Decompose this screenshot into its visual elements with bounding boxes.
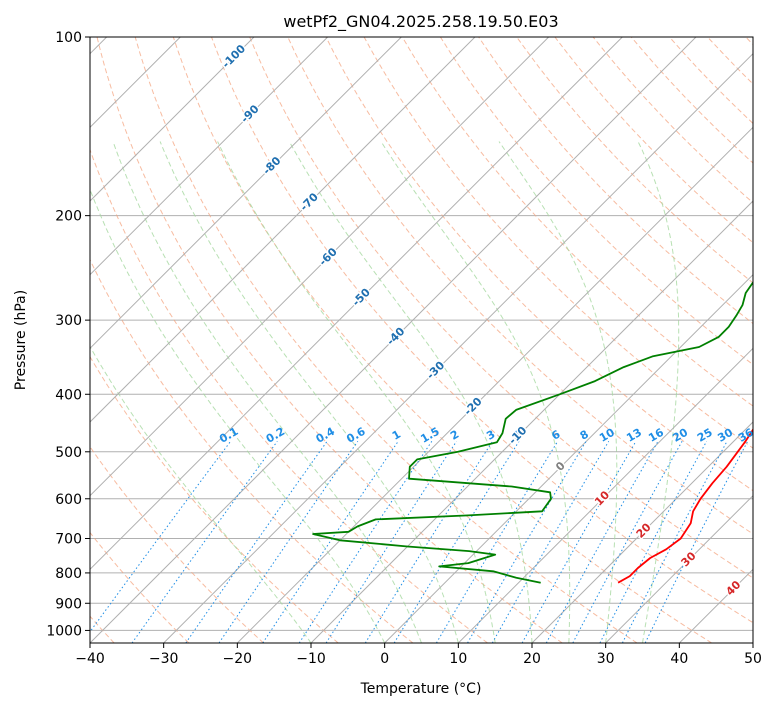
dry-adiabats	[90, 37, 753, 643]
chart-title: wetPf2_GN04.2025.258.19.50.E03	[283, 12, 558, 32]
mixing-ratio-line	[185, 441, 328, 643]
moist-adiabat	[288, 141, 533, 643]
y-tick-label: 200	[55, 209, 82, 225]
y-tick-label: 400	[55, 387, 82, 403]
y-tick-label: 600	[55, 492, 82, 508]
dry-adiabat	[287, 37, 753, 535]
y-tick-label: 100	[55, 30, 82, 46]
isotherm-line	[531, 421, 753, 643]
y-axis-label: Pressure (hPa)	[13, 290, 29, 390]
mixing-ratio-line	[467, 441, 587, 643]
moist-adiabat	[217, 141, 496, 643]
isotherm-line	[90, 37, 697, 643]
isotherm-line	[605, 494, 753, 643]
dry-adiabat	[96, 37, 563, 643]
y-axis: 1000 900 800 700 600 500 400 300 200 100	[46, 30, 90, 639]
x-axis: −40 −30 −20 −10 0 10 20 30 40 50	[75, 643, 762, 667]
mixing-ratio-line	[262, 441, 399, 643]
isotherm-line	[163, 52, 753, 643]
dry-adiabat	[401, 37, 753, 407]
plot-background	[90, 37, 753, 643]
moist-adiabat	[498, 141, 618, 643]
isotherms	[90, 37, 753, 643]
moist-adiabat	[637, 141, 680, 643]
dry-adiabat	[90, 531, 190, 643]
dry-adiabat	[211, 37, 753, 624]
plot-frame	[89, 36, 754, 644]
dewpoint-profile-line	[312, 280, 753, 584]
mixing-ratio-line	[131, 441, 278, 643]
moist-adiabat	[90, 345, 312, 643]
y-tick-label: 900	[55, 596, 82, 612]
x-tick-label: 10	[449, 651, 467, 667]
mixing-ratio-label: 36	[736, 426, 756, 445]
moist-adiabats	[90, 141, 680, 643]
dry-adiabat	[592, 37, 753, 204]
dry-adiabat	[478, 37, 753, 325]
isotherm-line	[90, 37, 623, 571]
x-tick-label: 20	[523, 651, 541, 667]
isotherm-line	[90, 37, 402, 350]
x-axis-label: Temperature (°C)	[360, 681, 482, 697]
dry-adiabat	[90, 258, 414, 643]
mixing-ratio-line	[393, 441, 520, 643]
y-tick-label: 800	[55, 566, 82, 582]
moist-adiabat	[112, 141, 422, 643]
x-tick-label: −10	[296, 651, 326, 667]
isotherm-line	[90, 37, 550, 497]
isotherm-line	[310, 200, 753, 643]
isotherm-line	[90, 37, 255, 202]
moist-adiabat	[380, 141, 571, 643]
mixing-ratio-line	[644, 441, 749, 643]
x-tick-label: 30	[597, 651, 615, 667]
x-tick-label: −40	[75, 651, 105, 667]
profile-series	[312, 280, 753, 584]
temperature-profile-line	[617, 428, 753, 584]
x-tick-label: 0	[380, 651, 389, 667]
x-tick-label: 50	[744, 651, 762, 667]
isotherm-line	[752, 642, 753, 643]
mixing-ratio-line	[218, 441, 359, 643]
dry-adiabat	[134, 37, 638, 643]
y-tick-label: 700	[55, 532, 82, 548]
y-tick-label: 500	[55, 445, 82, 461]
mixing-ratio-line	[521, 441, 637, 643]
mixing-ratio-line	[621, 441, 728, 643]
y-tick-label: 1000	[46, 623, 82, 639]
grid-layer	[90, 37, 753, 631]
mixing-ratio-line	[90, 441, 232, 633]
isotherm-line	[384, 273, 753, 643]
moist-adiabat	[159, 141, 459, 643]
isotherm-line	[90, 37, 476, 423]
x-tick-label: −20	[223, 651, 253, 667]
isotherm-line	[236, 126, 753, 643]
x-tick-label: −30	[149, 651, 179, 667]
dry-adiabat	[554, 37, 753, 244]
isotherm-line	[90, 37, 329, 276]
dry-adiabat	[249, 37, 753, 579]
dry-adiabat	[325, 37, 753, 492]
mixing-ratio-line	[435, 441, 559, 643]
dry-adiabat	[439, 37, 753, 366]
x-tick-label: 40	[670, 651, 688, 667]
y-tick-label: 300	[55, 313, 82, 329]
dry-adiabat	[172, 37, 712, 643]
isotherm-line	[457, 347, 753, 643]
dry-adiabat	[90, 148, 488, 643]
